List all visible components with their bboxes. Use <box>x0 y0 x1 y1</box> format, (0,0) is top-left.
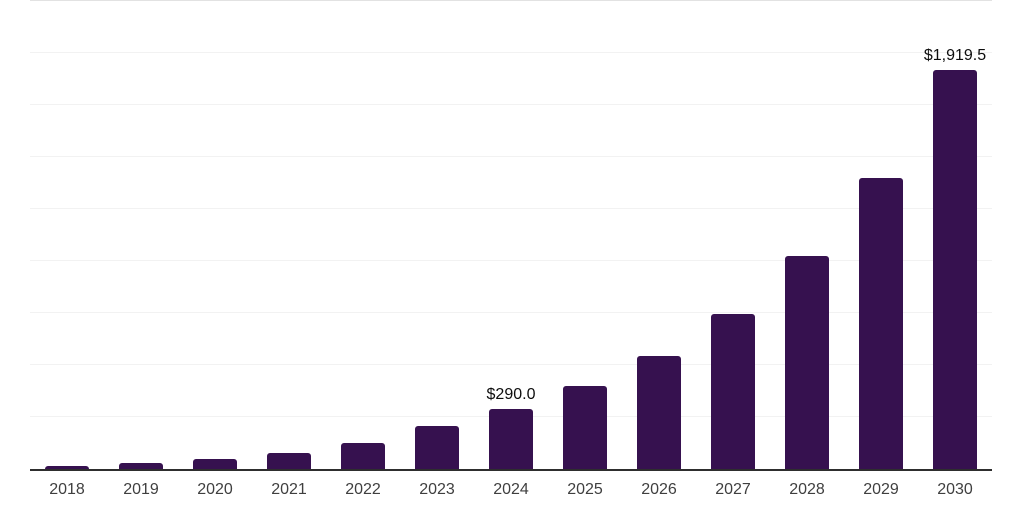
bar-slot <box>400 1 474 469</box>
bar-slot <box>844 1 918 469</box>
bar-2018 <box>45 465 89 469</box>
bar-slot <box>104 1 178 469</box>
x-tick-label: 2024 <box>493 481 529 498</box>
bar-slot <box>696 1 770 469</box>
bar-slot <box>326 1 400 469</box>
x-tick-label: 2020 <box>197 481 233 498</box>
chart-area: $290.0 $1,919.5 <box>30 0 992 471</box>
x-axis: 2018 2019 2020 2021 2022 2023 2024 2025 2026 2027… <box>30 471 992 499</box>
bar-2020 <box>193 459 237 469</box>
x-tick-label: 2027 <box>715 481 751 498</box>
bar-slot <box>622 1 696 469</box>
bar-2024 <box>489 408 533 469</box>
x-tick-label: 2019 <box>123 481 159 498</box>
x-tick-label: 2028 <box>789 481 825 498</box>
bar-slot: $290.0 <box>474 1 548 469</box>
bar-2026 <box>637 355 681 469</box>
x-tick-label: 2025 <box>567 481 603 498</box>
bar-slot <box>178 1 252 469</box>
bar-2025 <box>563 386 607 469</box>
bar-2028 <box>785 256 829 469</box>
plot-area: $290.0 $1,919.5 <box>30 0 992 471</box>
x-tick-label: 2029 <box>863 481 899 498</box>
bar-2022 <box>341 442 385 469</box>
data-label: $290.0 <box>486 385 536 403</box>
x-tick-label: 2030 <box>937 481 973 498</box>
bar-slot <box>548 1 622 469</box>
bar-2027 <box>711 313 755 469</box>
bar-slot <box>252 1 326 469</box>
bar-slot <box>770 1 844 469</box>
bar-2023 <box>415 426 459 469</box>
bar-2029 <box>859 177 903 469</box>
bar-slot <box>30 1 104 469</box>
x-tick-label: 2018 <box>49 481 85 498</box>
x-tick-label: 2022 <box>345 481 381 498</box>
bar-2021 <box>267 453 311 469</box>
data-label: $1,919.5 <box>923 46 987 64</box>
x-tick-label: 2023 <box>419 481 455 498</box>
bar-2030 <box>933 69 977 469</box>
bar-slot: $1,919.5 <box>918 1 992 469</box>
bar-2019 <box>119 463 163 469</box>
x-tick-label: 2021 <box>271 481 307 498</box>
x-tick-label: 2026 <box>641 481 677 498</box>
